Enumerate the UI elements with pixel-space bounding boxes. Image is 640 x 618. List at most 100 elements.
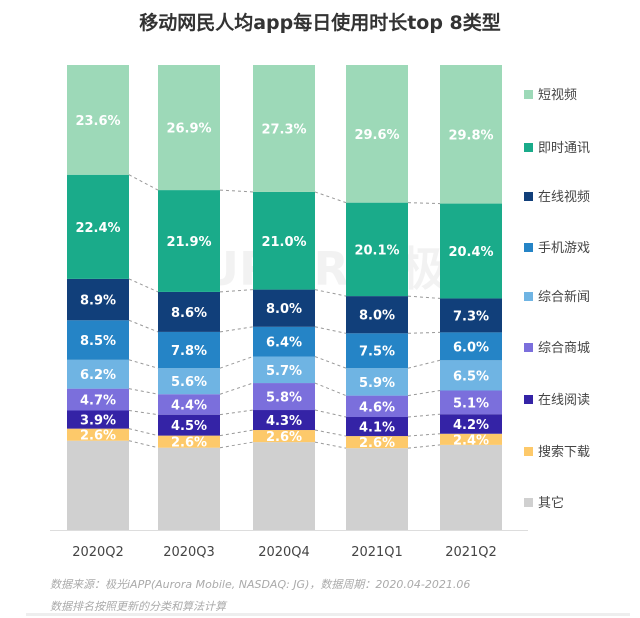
- data-label: 5.8%: [266, 391, 302, 406]
- data-label: 2.6%: [171, 436, 207, 451]
- bar-segment: [253, 65, 315, 192]
- data-label: 7.3%: [453, 309, 489, 324]
- bar-segment: [346, 368, 408, 396]
- bar-segment: [67, 320, 129, 360]
- bar-segment: [440, 203, 502, 299]
- legend-swatch: [524, 243, 533, 252]
- data-label: 23.6%: [75, 114, 120, 129]
- connector-line: [314, 356, 347, 369]
- legend-label: 综合新闻: [538, 289, 590, 305]
- connector-line: [128, 410, 159, 416]
- connector-line: [219, 356, 254, 369]
- connector-line: [314, 191, 347, 204]
- connector-line: [407, 202, 441, 205]
- bar-segment: [67, 65, 129, 175]
- data-label: 6.4%: [266, 336, 302, 351]
- bar-segment: [440, 298, 502, 333]
- x-tick-label: 2020Q2: [72, 545, 124, 560]
- connector-line: [128, 428, 159, 437]
- watermark: AURORA 极光: [167, 242, 492, 296]
- legend-label: 在线视频: [538, 190, 590, 205]
- bar-segment: [253, 326, 315, 357]
- bar-segment: [158, 65, 220, 191]
- connector-line: [407, 295, 441, 299]
- connector-line: [314, 382, 347, 397]
- connector-line: [314, 326, 347, 334]
- bar-segment: [253, 356, 315, 384]
- legend-swatch: [524, 447, 533, 456]
- bar-segment: [67, 388, 129, 411]
- data-label: 2.6%: [266, 430, 302, 445]
- bar-segment: [440, 414, 502, 434]
- connector-line: [314, 429, 347, 437]
- data-label: 5.1%: [453, 396, 489, 411]
- bar-segment: [346, 436, 408, 449]
- data-label: 7.5%: [359, 345, 395, 360]
- connector-line: [407, 413, 441, 418]
- data-label: 3.9%: [80, 414, 116, 429]
- legend-swatch: [524, 395, 533, 404]
- bar-segment: [253, 410, 315, 431]
- x-tick-label: 2021Q1: [351, 545, 403, 560]
- bar-segment: [440, 332, 502, 361]
- connector-line: [314, 289, 347, 297]
- bar-segment: [346, 395, 408, 418]
- data-label: 2.6%: [80, 429, 116, 444]
- data-label: 4.2%: [453, 418, 489, 433]
- data-label: 4.7%: [80, 394, 116, 409]
- bar-segment: [158, 291, 220, 332]
- bar-segment: [346, 333, 408, 369]
- legend-label: 综合商城: [538, 341, 590, 356]
- connector-line: [314, 441, 347, 449]
- connector-line: [128, 388, 159, 395]
- bar-segment: [67, 174, 129, 279]
- bar-segment: [346, 202, 408, 297]
- connector-line: [407, 331, 441, 334]
- connector-line: [219, 409, 254, 416]
- legend-swatch: [524, 292, 533, 301]
- bar-segment: [440, 65, 502, 204]
- data-label: 21.0%: [261, 235, 306, 250]
- bar-segment: [158, 435, 220, 448]
- legend-swatch: [524, 498, 533, 507]
- connector-line: [219, 441, 254, 449]
- data-label: 8.5%: [80, 334, 116, 349]
- data-label: 27.3%: [261, 122, 306, 137]
- bar-segment: [158, 394, 220, 415]
- bar-segment: [253, 191, 315, 290]
- bar-segment: [158, 447, 220, 530]
- legend-swatch: [524, 90, 533, 99]
- data-label: 7.8%: [171, 344, 207, 359]
- bar-segment: [158, 368, 220, 395]
- data-label: 8.0%: [266, 302, 302, 317]
- bar-segment: [158, 331, 220, 369]
- bar-segment: [253, 430, 315, 443]
- data-label: 4.4%: [171, 398, 207, 413]
- bar-segment: [253, 383, 315, 411]
- legend-label: 短视频: [538, 88, 577, 103]
- data-label: 29.6%: [354, 128, 399, 143]
- divider: [26, 613, 630, 616]
- data-label: 6.5%: [453, 369, 489, 384]
- chart-title: 移动网民人均app每日使用时长top 8类型: [139, 12, 501, 34]
- x-tick-label: 2021Q2: [445, 545, 497, 560]
- bar-segment: [67, 428, 129, 441]
- legend-swatch: [524, 192, 533, 201]
- bar-segment: [67, 440, 129, 530]
- connector-line: [407, 444, 441, 449]
- data-label: 26.9%: [166, 122, 211, 137]
- connector-line: [219, 382, 254, 395]
- bar-segment: [440, 444, 502, 530]
- bar-segment: [67, 278, 129, 321]
- legend-label: 其它: [538, 495, 564, 511]
- footer-note: 数据排名按照更新的分类和算法计算: [50, 600, 226, 613]
- connector-line: [407, 433, 441, 437]
- connector-line: [128, 174, 159, 191]
- connector-line: [128, 440, 159, 449]
- data-label: 2.6%: [359, 436, 395, 451]
- bar-segment: [440, 390, 502, 415]
- legend-swatch: [524, 143, 533, 152]
- data-label: 5.9%: [359, 376, 395, 391]
- data-label: 20.1%: [354, 243, 399, 258]
- connector-line: [407, 359, 441, 369]
